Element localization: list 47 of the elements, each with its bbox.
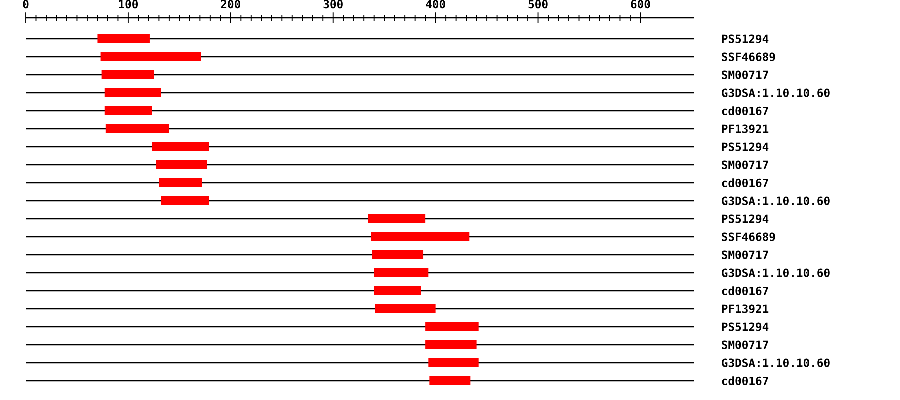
bar [104,88,162,98]
bar [374,286,422,296]
y-tick-label: PS51294 [722,142,769,152]
y-tick-label: G3DSA:1.10.10.60 [722,268,830,278]
x-tick-label: 600 [631,0,650,9]
y-tick-label: PF13921 [722,124,769,134]
bar [371,232,470,242]
y-tick-label: G3DSA:1.10.10.60 [722,358,830,368]
y-tick-label: cd00167 [722,178,768,188]
bar [104,106,152,116]
y-tick-label: SM00717 [722,160,768,170]
x-tick-label: 500 [528,0,548,9]
y-tick-label: G3DSA:1.10.10.60 [722,88,830,98]
bar [102,70,154,80]
y-tick-label: cd00167 [722,376,768,386]
y-tick-label: PS51294 [722,214,769,224]
y-tick-label: SSF46689 [722,52,776,62]
x-tick-label: 100 [119,0,138,9]
bar [426,322,479,332]
bar [368,214,426,224]
y-tick-label: PF13921 [722,304,769,314]
bar [375,304,436,314]
x-tick-label: 300 [324,0,343,9]
y-tick-label: cd00167 [722,106,768,116]
y-tick-label: SM00717 [722,250,768,260]
y-tick-label: SM00717 [722,70,768,80]
bar [374,268,429,278]
x-tick-label: 400 [426,0,446,9]
y-tick-label: PS51294 [722,34,769,44]
x-tick-label: 200 [221,0,240,9]
y-tick-label: SSF46689 [722,232,776,242]
bar [428,358,479,368]
bar [159,178,202,188]
bar [152,142,210,152]
bar [430,376,471,386]
y-tick-label: G3DSA:1.10.10.60 [722,196,830,206]
bar [106,124,170,134]
y-tick-label: cd00167 [722,286,768,296]
bar [161,196,210,206]
bar [372,250,424,260]
x-tick-label: 0 [23,0,29,9]
bar [426,340,477,350]
y-tick-label: PS51294 [722,322,769,332]
bar [100,52,202,62]
y-tick-label: SM00717 [722,340,768,350]
bar [98,34,150,44]
bar [156,160,208,170]
